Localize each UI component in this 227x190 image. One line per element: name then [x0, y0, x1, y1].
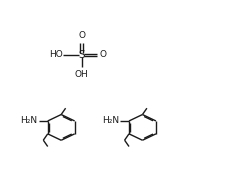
Text: H₂N: H₂N: [101, 116, 118, 125]
Text: H₂N: H₂N: [20, 116, 37, 125]
Text: O: O: [99, 51, 106, 59]
Text: OH: OH: [74, 70, 88, 79]
Text: O: O: [78, 31, 85, 40]
Text: HO: HO: [49, 51, 63, 59]
Text: S: S: [78, 50, 84, 60]
